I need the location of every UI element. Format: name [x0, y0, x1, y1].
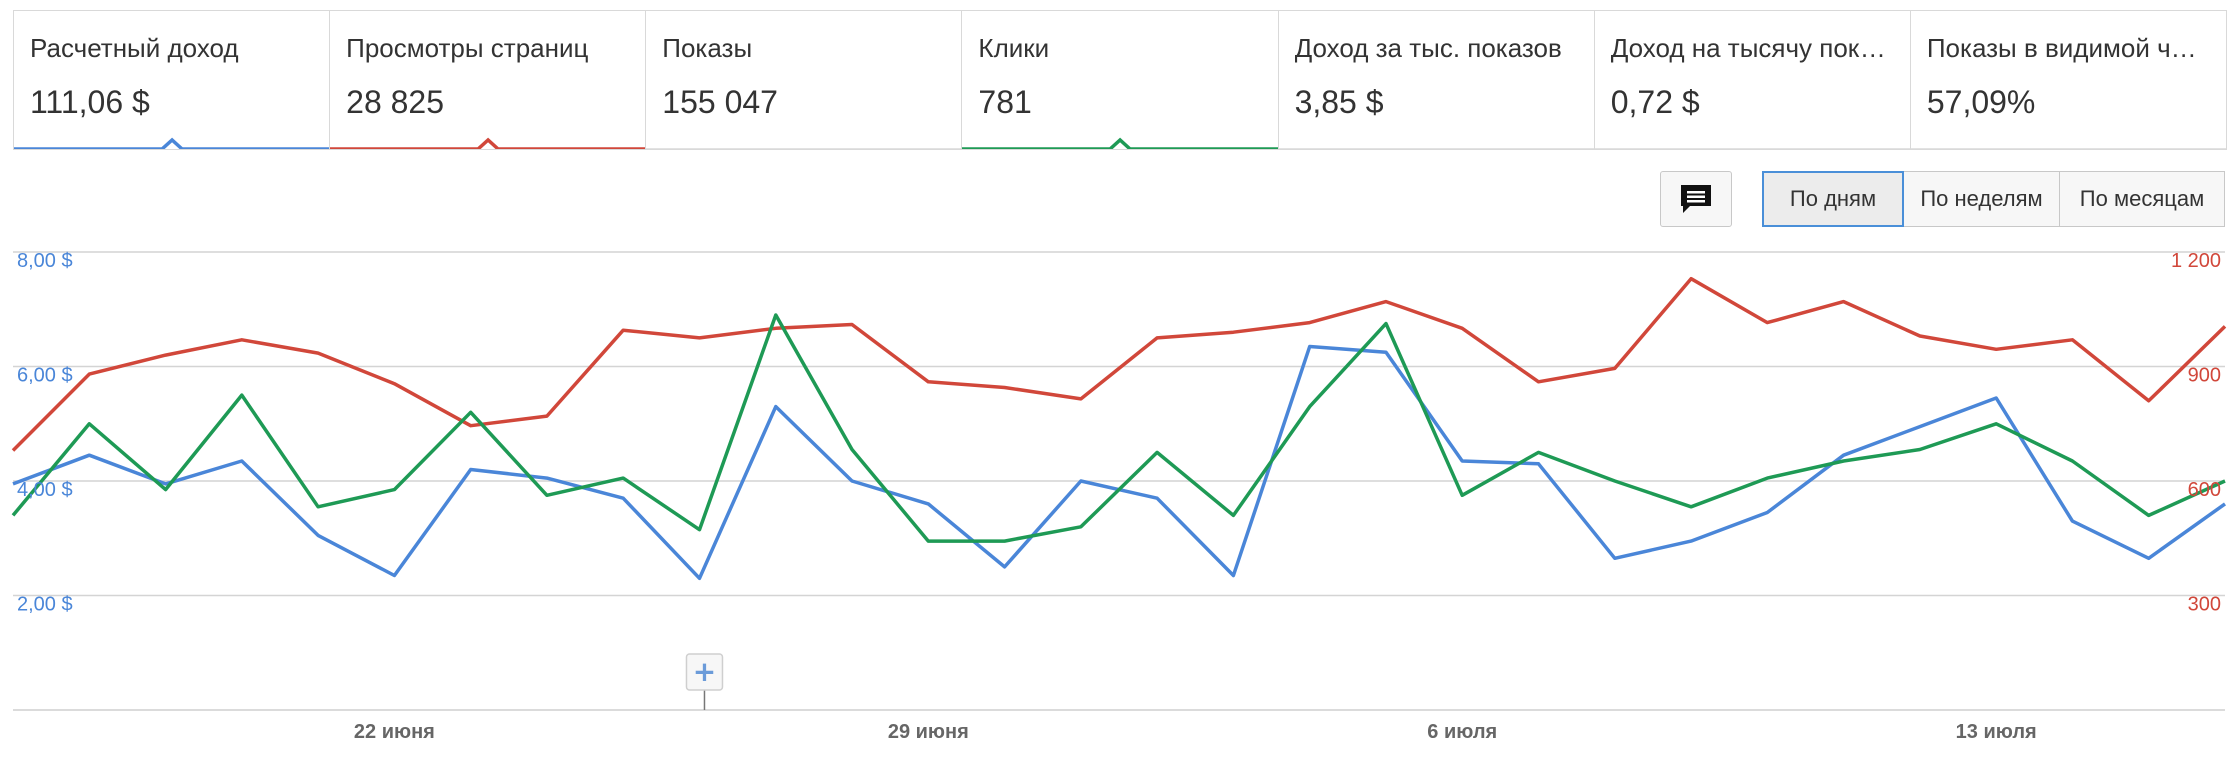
comment-icon: [1681, 185, 1711, 213]
metric-card-estimated-revenue[interactable]: Расчетный доход 111,06 $: [14, 11, 331, 149]
right-axis-tick-label: 300: [2188, 594, 2221, 616]
metric-card-viewability[interactable]: Показы в видимой части 57,09%: [1910, 11, 2226, 149]
metric-value: 781: [978, 84, 1032, 120]
plus-icon: +: [693, 655, 716, 688]
series-line: [11, 313, 2226, 543]
metric-value: 0,72 $: [1610, 84, 1700, 120]
series-line: [12, 344, 2227, 581]
metric-value: 111,06 $: [30, 84, 150, 120]
metric-card-page-views[interactable]: Просмотры страниц 28 825: [330, 11, 647, 149]
annotation-marker[interactable]: +: [685, 653, 724, 710]
metric-card-clicks[interactable]: Клики 781: [962, 11, 1279, 149]
series-line: [11, 276, 2227, 452]
left-axis-tick-label: 8,00 $: [17, 250, 73, 272]
x-axis-tick-label: 22 июня: [354, 721, 435, 743]
x-axis-tick-label: 6 июля: [1427, 721, 1497, 743]
right-axis-tick-label: 1 200: [2171, 250, 2221, 272]
metric-card-impressions[interactable]: Показы 155 047: [646, 11, 963, 149]
metric-value: 28 825: [346, 84, 445, 120]
metric-cards: Расчетный доход 111,06 $ Просмотры стран…: [13, 10, 2227, 150]
left-axis-tick-label: 2,00 $: [17, 594, 73, 616]
metric-selected-underline: [14, 137, 330, 149]
metric-card-rpm[interactable]: Доход за тыс. показов 3,85 $: [1278, 11, 1595, 149]
period-day-button[interactable]: По дням: [1762, 171, 1904, 227]
metric-value: 3,85 $: [1294, 84, 1384, 120]
right-axis-tick-label: 900: [2188, 365, 2221, 387]
period-week-button[interactable]: По неделям: [1902, 171, 2061, 227]
metric-selected-underline: [330, 137, 646, 149]
left-axis-tick-label: 6,00 $: [17, 365, 73, 387]
x-axis-tick-label: 13 июля: [1956, 721, 2037, 743]
metric-underline-line: [962, 137, 1278, 149]
metric-underline-line: [14, 137, 330, 149]
right-axis-tick-label: 600: [2188, 479, 2221, 501]
metric-underline-line: [330, 137, 646, 149]
left-axis-tick-label: 4,00 $: [17, 479, 73, 501]
metric-value: 57,09%: [1926, 84, 2036, 120]
metric-card-revenue-per-thousand[interactable]: Доход на тысячу показов 0,72 $: [1594, 11, 1911, 149]
period-month-button[interactable]: По месяцам: [2059, 171, 2225, 227]
add-annotation-button[interactable]: [1660, 171, 1732, 227]
x-axis-tick-label: 29 июня: [888, 721, 969, 743]
metric-selected-underline: [962, 137, 1278, 149]
metric-value: 155 047: [662, 84, 778, 120]
